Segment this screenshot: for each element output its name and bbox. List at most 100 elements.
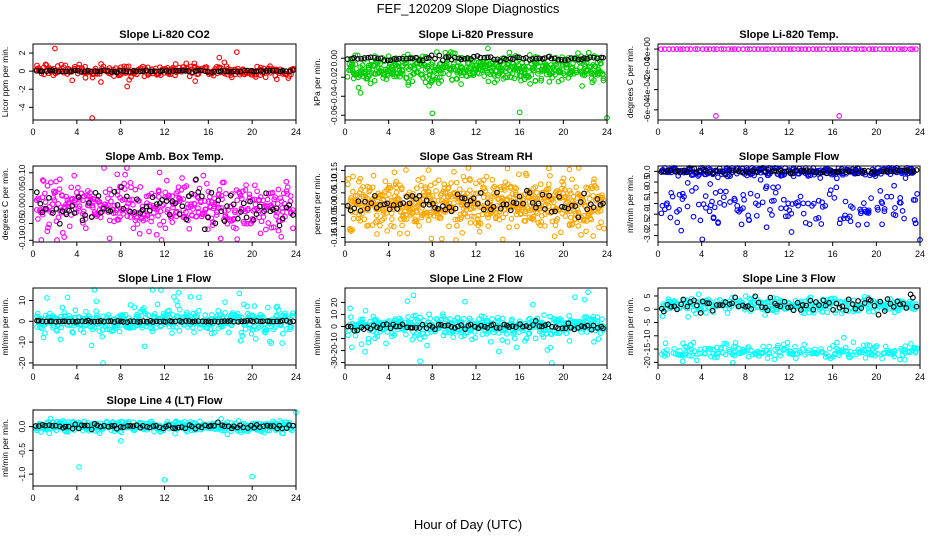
data-point-mean [149, 68, 156, 75]
data-point-points [717, 188, 724, 195]
data-point-points [205, 226, 211, 233]
x-tick-label: 12 [159, 127, 169, 137]
data-point-points [228, 74, 235, 81]
x-tick-label: 8 [118, 372, 123, 382]
data-point-mean [790, 170, 797, 177]
data-point-mean [117, 67, 123, 74]
data-point-mean [94, 68, 101, 75]
data-point-points [194, 313, 201, 319]
data-point-points [562, 213, 569, 219]
data-point-mean [384, 57, 391, 64]
data-point-mean [94, 318, 101, 325]
data-point-mean [264, 318, 271, 324]
data-point-points [88, 342, 95, 349]
data-point-mean [749, 168, 756, 174]
data-point-points [270, 224, 277, 230]
data-point-points [703, 310, 709, 316]
data-point-mean [56, 318, 62, 325]
data-point-points [121, 180, 128, 187]
data-point-mean [526, 189, 533, 196]
data-point-mean [111, 319, 118, 325]
data-point-mean [63, 211, 70, 218]
data-point-mean [92, 189, 99, 196]
data-point-mean [263, 190, 269, 197]
data-point-points [264, 304, 271, 311]
data-point-points [600, 77, 607, 84]
data-point-points [725, 46, 732, 52]
x-tick-label: 12 [784, 372, 794, 382]
data-point-points [836, 220, 843, 227]
data-point-points [180, 196, 187, 202]
data-point-points [260, 315, 267, 321]
chart-title: Slope Line 2 Flow [430, 273, 523, 285]
data-point-points [234, 236, 241, 242]
data-point-points [588, 216, 595, 223]
data-point-points [425, 217, 432, 224]
data-point-points [87, 190, 93, 196]
data-point-points [47, 179, 54, 186]
y-tick-label: 0.00 [329, 50, 339, 67]
data-point-points [234, 197, 241, 204]
data-point-points [600, 75, 607, 82]
data-point-mean [732, 294, 738, 301]
chart-title: Slope Sample Flow [739, 151, 840, 163]
y-tick-label: 0 [642, 307, 652, 312]
data-point-points [805, 200, 811, 207]
data-point-points [438, 235, 445, 242]
data-point-mean [201, 226, 208, 233]
data-point-mean [813, 169, 820, 176]
data-point-points [211, 329, 217, 336]
data-point-mean [355, 56, 361, 62]
data-point-mean [894, 167, 901, 174]
data-point-points [753, 212, 760, 219]
data-point-points [755, 46, 761, 52]
data-point-points [684, 203, 691, 210]
data-point-points [155, 194, 162, 200]
data-point-points [76, 464, 82, 470]
y-tick-label: -0.02 [329, 67, 339, 87]
data-point-points [42, 330, 48, 336]
data-point-points [549, 218, 556, 225]
data-point-points [347, 314, 354, 320]
data-point-points [591, 339, 597, 345]
data-point-mean [59, 318, 66, 325]
data-point-points [864, 221, 870, 228]
data-point-mean [50, 210, 56, 216]
data-point-mean [133, 68, 140, 75]
data-point-points [778, 205, 784, 212]
data-point-mean [124, 193, 130, 200]
y-tick-label: 10 [329, 309, 339, 319]
data-point-points [754, 192, 761, 199]
data-point-points [740, 192, 747, 198]
data-point-points [357, 90, 364, 96]
data-point-mean [205, 214, 211, 221]
data-point-mean [497, 205, 504, 212]
data-point-points [281, 310, 288, 316]
data-point-points [460, 190, 467, 197]
data-point-mean [163, 198, 170, 204]
data-point-points [907, 46, 913, 52]
data-point-mean [279, 215, 286, 222]
data-point-mean [182, 318, 189, 324]
data-point-points [77, 326, 84, 333]
data-point-points [176, 195, 183, 202]
data-point-mean [400, 200, 407, 206]
y-tick-label: -30 [329, 356, 339, 369]
data-point-mean [584, 206, 591, 213]
data-point-mean [270, 206, 276, 213]
data-point-points [530, 216, 537, 223]
y-tick-label: 0.15 [329, 162, 339, 179]
data-point-mean [143, 318, 150, 325]
data-point-points [397, 230, 403, 237]
data-point-mean [88, 318, 94, 325]
data-point-mean [195, 189, 202, 195]
data-point-points [499, 337, 506, 343]
data-point-mean [176, 67, 183, 74]
chart-title: Slope Li-820 Pressure [419, 29, 534, 41]
y-tick-label: -2 [17, 85, 27, 93]
data-point-points [172, 61, 179, 67]
data-point-points [374, 333, 381, 340]
x-tick-label: 16 [828, 372, 838, 382]
data-point-points [268, 224, 275, 231]
x-tick-label: 24 [291, 127, 301, 137]
